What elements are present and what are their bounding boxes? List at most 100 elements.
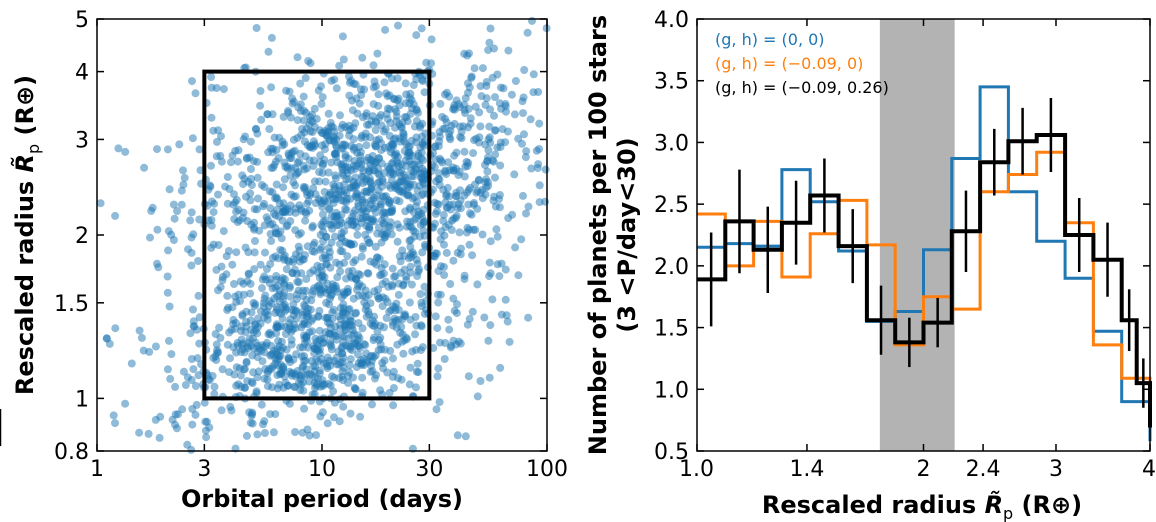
scatter-point bbox=[401, 79, 410, 88]
scatter-point bbox=[464, 200, 473, 209]
scatter-point bbox=[418, 248, 427, 257]
scatter-point bbox=[486, 321, 495, 330]
scatter-point bbox=[338, 358, 347, 366]
scatter-point bbox=[399, 130, 408, 139]
scatter-point bbox=[541, 165, 550, 174]
scatter-point bbox=[300, 371, 309, 380]
scatter-point bbox=[274, 354, 283, 363]
y-tick-label: 4.0 bbox=[654, 8, 689, 33]
scatter-point bbox=[330, 149, 339, 158]
scatter-point bbox=[338, 32, 347, 41]
scatter-point bbox=[140, 163, 149, 172]
scatter-point bbox=[246, 279, 255, 288]
scatter-point bbox=[375, 171, 384, 180]
scatter-point bbox=[460, 172, 469, 181]
scatter-point bbox=[387, 144, 396, 153]
y-tick-label: 1.5 bbox=[654, 317, 689, 342]
scatter-point bbox=[256, 101, 265, 110]
scatter-point bbox=[229, 343, 238, 352]
scatter-point bbox=[495, 99, 504, 108]
scatter-point bbox=[454, 171, 463, 180]
scatter-point bbox=[269, 428, 278, 437]
scatter-point bbox=[292, 306, 300, 315]
scatter-point bbox=[384, 198, 393, 207]
scatter-point bbox=[296, 79, 305, 88]
scatter-point bbox=[265, 364, 274, 373]
scatter-point bbox=[303, 425, 312, 434]
scatter-point bbox=[268, 284, 277, 293]
scatter-point bbox=[114, 144, 123, 153]
scatter-point bbox=[433, 372, 442, 381]
scatter-point bbox=[467, 210, 476, 219]
scatter-point bbox=[326, 188, 335, 197]
scatter-point bbox=[280, 175, 289, 184]
scatter-point bbox=[477, 92, 486, 101]
scatter-point bbox=[472, 134, 481, 143]
scatter-point bbox=[205, 423, 214, 432]
scatter-point bbox=[309, 240, 318, 249]
scatter-point bbox=[282, 222, 291, 231]
scatter-point bbox=[382, 89, 391, 98]
scatter-point bbox=[453, 248, 462, 257]
histogram-series bbox=[697, 85, 1152, 442]
scatter-point bbox=[364, 307, 373, 316]
scatter-point bbox=[481, 190, 490, 199]
scatter-point bbox=[320, 284, 329, 293]
scatter-point bbox=[339, 55, 348, 64]
scatter-point bbox=[370, 77, 379, 86]
scatter-point bbox=[449, 256, 458, 265]
scatter-point bbox=[251, 300, 260, 309]
scatter-point bbox=[233, 157, 242, 166]
scatter-point bbox=[414, 368, 423, 377]
scatter-point bbox=[237, 322, 246, 331]
scatter-point bbox=[188, 134, 197, 143]
scatter-point bbox=[485, 133, 494, 142]
scatter-point bbox=[299, 161, 308, 170]
scatter-point bbox=[468, 251, 477, 260]
histogram-series-line bbox=[697, 133, 1152, 428]
scatter-point bbox=[433, 290, 442, 299]
scatter-point bbox=[337, 331, 346, 340]
scatter-point bbox=[435, 398, 444, 407]
scatter-point bbox=[405, 380, 414, 389]
scatter-point bbox=[362, 187, 371, 196]
scatter-point bbox=[371, 319, 380, 328]
scatter-point bbox=[374, 285, 383, 294]
scatter-point bbox=[420, 231, 429, 240]
scatter-point bbox=[441, 124, 449, 133]
scatter-point bbox=[368, 400, 376, 409]
scatter-point bbox=[370, 193, 379, 202]
scatter-point bbox=[388, 372, 397, 381]
scatter-point bbox=[503, 317, 512, 326]
y-tick-label: 2 bbox=[75, 224, 89, 249]
scatter-point bbox=[493, 232, 502, 241]
scatter-point bbox=[371, 126, 380, 134]
scatter-point bbox=[337, 234, 346, 243]
scatter-point bbox=[247, 174, 256, 183]
scatter-point bbox=[213, 137, 221, 146]
scatter-point bbox=[355, 280, 364, 289]
scatter-point bbox=[247, 308, 256, 317]
scatter-point bbox=[491, 173, 499, 182]
y-tick-label: 3.5 bbox=[654, 70, 689, 95]
scatter-point bbox=[224, 247, 233, 255]
scatter-point bbox=[337, 219, 346, 227]
scatter-point bbox=[358, 373, 367, 382]
scatter-point bbox=[250, 248, 259, 257]
scatter-point bbox=[306, 127, 315, 136]
scatter-point bbox=[271, 410, 280, 419]
scatter-point bbox=[485, 38, 494, 47]
scatter-point bbox=[439, 210, 448, 219]
scatter-point bbox=[179, 367, 188, 376]
scatter-point bbox=[324, 244, 333, 252]
scatter-point bbox=[272, 329, 281, 338]
scatter-point bbox=[344, 371, 352, 380]
scatter-point bbox=[219, 85, 228, 94]
scatter-point bbox=[288, 94, 297, 103]
scatter-point bbox=[256, 87, 265, 95]
scatter-point bbox=[299, 183, 308, 191]
scatter-point bbox=[371, 242, 380, 251]
scatter-point bbox=[380, 260, 389, 269]
scatter-point bbox=[432, 177, 440, 186]
scatter-point bbox=[343, 166, 352, 175]
